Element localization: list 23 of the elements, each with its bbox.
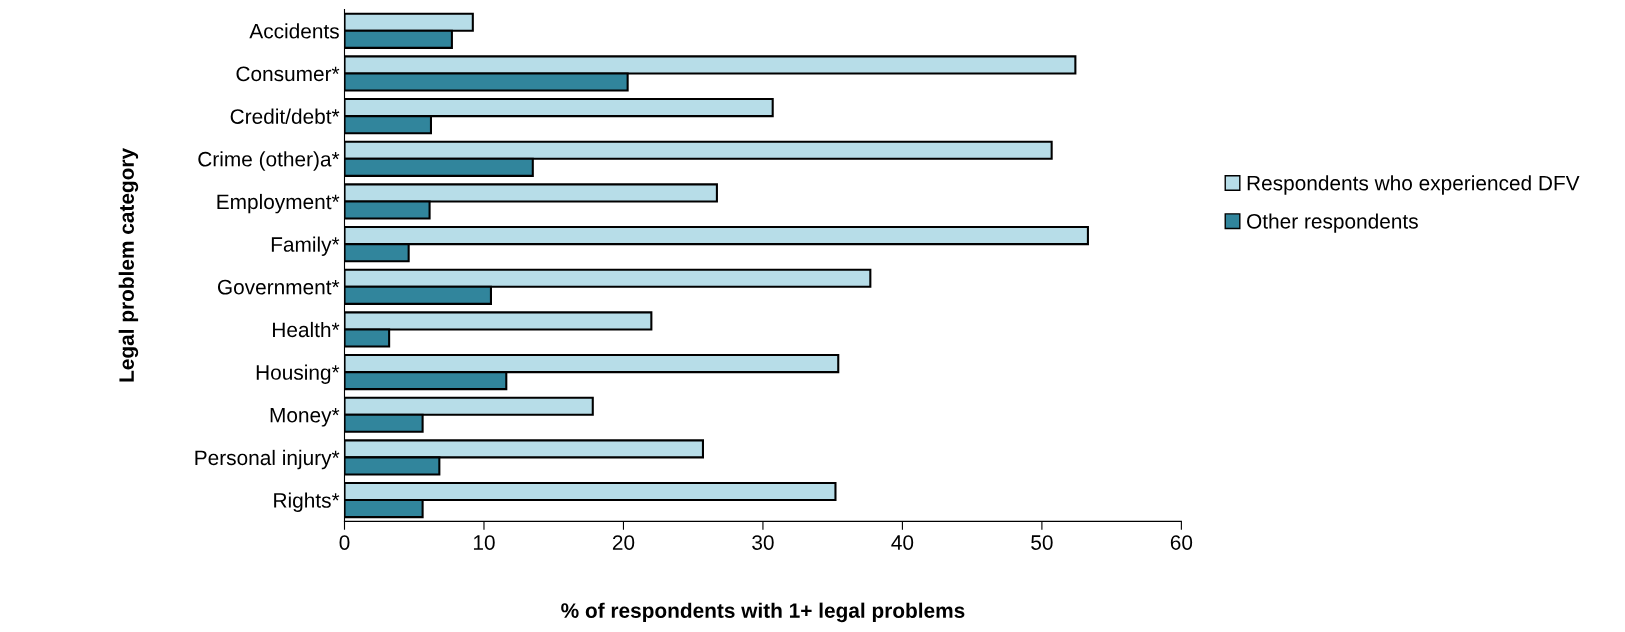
y-tick-label: Employment* <box>217 193 340 214</box>
x-tick-label: 40 <box>891 535 914 550</box>
y-tick-label: Crime (other)a* <box>198 151 340 171</box>
y-tick-label: Money* <box>270 407 340 427</box>
x-tick-label: 0 <box>339 535 350 550</box>
x-tick-label: 60 <box>1170 535 1193 550</box>
y-tick-label: Health* <box>273 321 340 338</box>
y-axis-title: Legal problem category <box>118 148 139 382</box>
y-tick-label: Personal injury* <box>195 449 340 470</box>
x-tick-label: 50 <box>1031 535 1053 550</box>
y-tick-label: Accidents <box>249 23 339 39</box>
y-tick-label: Housing* <box>256 364 340 384</box>
x-tick-label: 30 <box>752 535 774 550</box>
legend-label: Respondents who experienced DFV <box>1247 175 1580 195</box>
x-tick-label: 20 <box>612 535 635 550</box>
y-tick-label: Rights* <box>274 492 340 512</box>
y-tick-label: Family* <box>271 236 340 256</box>
x-tick-label: 10 <box>473 535 495 550</box>
legend-label: Other respondents <box>1247 213 1418 233</box>
y-tick-label: Consumer* <box>236 66 340 82</box>
y-tick-label: Credit/debt* <box>230 108 340 124</box>
y-tick-label: Government* <box>217 279 340 295</box>
x-axis-title: % of respondents with 1+ legal problems <box>561 602 965 623</box>
